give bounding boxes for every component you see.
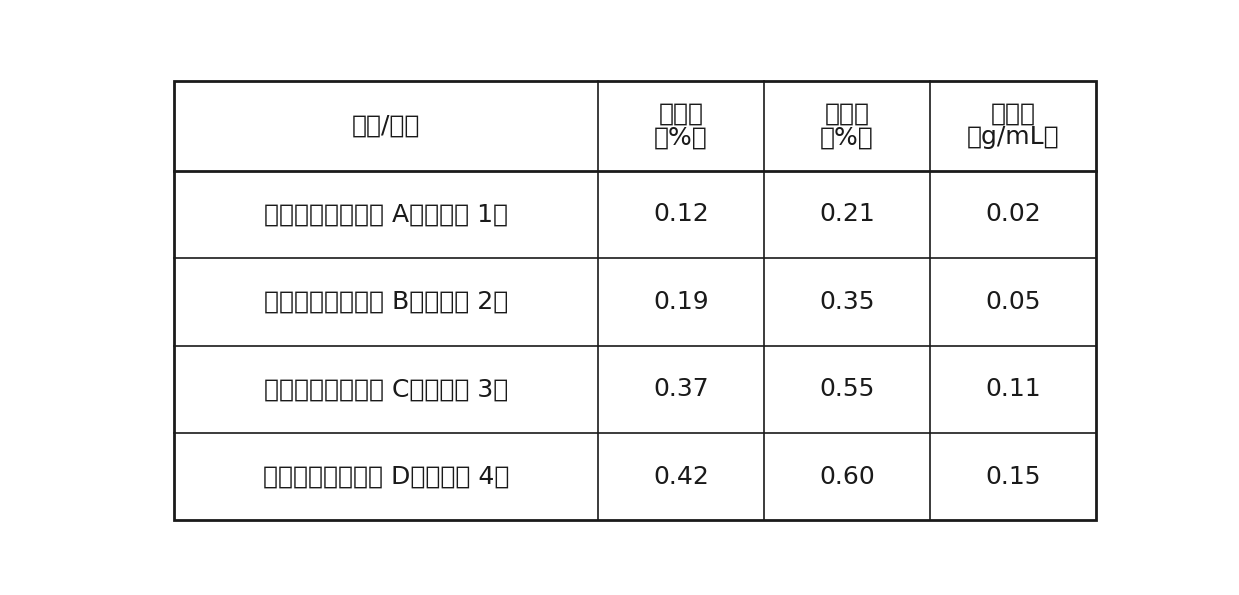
Text: 0.15: 0.15	[985, 465, 1041, 488]
Text: 样品/指标: 样品/指标	[352, 114, 420, 137]
Text: 0.12: 0.12	[653, 202, 709, 227]
Text: 0.02: 0.02	[985, 202, 1041, 227]
Text: 0.60: 0.60	[819, 465, 875, 488]
Text: 增重率: 增重率	[659, 102, 704, 126]
Text: 0.37: 0.37	[653, 377, 709, 401]
Text: 0.21: 0.21	[819, 202, 875, 227]
Text: 羧甲基纤维素产品 B（实施例 2）: 羧甲基纤维素产品 B（实施例 2）	[264, 290, 508, 314]
Text: （g/mL）: （g/mL）	[966, 126, 1059, 149]
Text: 0.19: 0.19	[653, 290, 709, 314]
Text: （%）: （%）	[654, 126, 707, 149]
Text: 0.35: 0.35	[819, 290, 875, 314]
Text: 羧甲基纤维素产品 C（实施例 3）: 羧甲基纤维素产品 C（实施例 3）	[264, 377, 508, 401]
Text: 溶解度: 溶解度	[990, 102, 1036, 126]
Text: 0.55: 0.55	[819, 377, 875, 401]
Text: （%）: （%）	[820, 126, 873, 149]
Text: 羧甲基纤维素产品 D（实施例 4）: 羧甲基纤维素产品 D（实施例 4）	[263, 465, 509, 488]
Text: 0.11: 0.11	[985, 377, 1041, 401]
Text: 0.05: 0.05	[985, 290, 1041, 314]
Text: 0.42: 0.42	[653, 465, 709, 488]
Text: 羧甲基纤维素产品 A（实施例 1）: 羧甲基纤维素产品 A（实施例 1）	[264, 202, 508, 227]
Text: 取代度: 取代度	[824, 102, 870, 126]
